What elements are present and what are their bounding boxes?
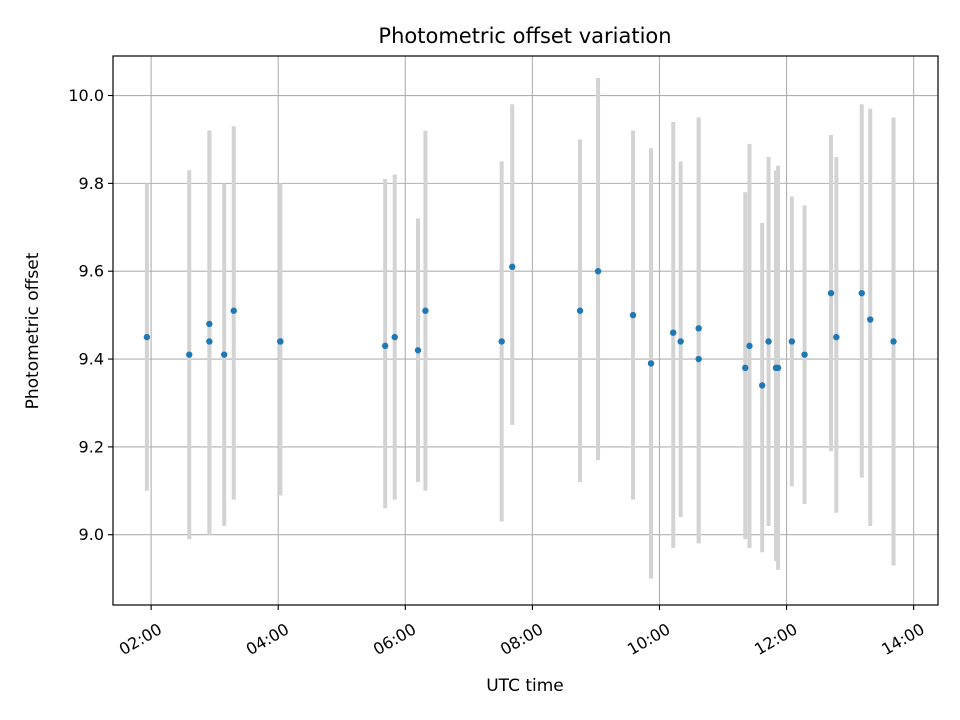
x-axis-title: UTC time [486, 676, 564, 696]
data-point [746, 342, 753, 350]
y-tick-label: 9.6 [79, 262, 104, 281]
y-axis-title: Photometric offset [23, 252, 43, 409]
plot-frame [112, 55, 939, 606]
data-point [801, 351, 808, 358]
data-point [890, 338, 897, 345]
y-tick-label: 9.4 [79, 350, 104, 369]
data-point [758, 382, 766, 389]
y-tick-label: 9.8 [79, 174, 104, 193]
x-tick-label: 12:00 [751, 619, 800, 659]
y-tick-label: 9.2 [79, 437, 104, 456]
y-axis: 9.0 9.2 9.4 9.6 9.8 10.0 [68, 86, 113, 544]
data-point [186, 351, 193, 358]
data-point [765, 338, 772, 345]
x-tick-label: 08:00 [497, 619, 546, 659]
data-point [509, 263, 516, 271]
data-point [677, 338, 684, 345]
x-axis: 02:00 04:00 06:00 08:00 10:00 12:00 14:00 [116, 605, 928, 659]
x-tick-label: 02:00 [116, 619, 165, 659]
grid-lines [113, 56, 938, 605]
plot-area [113, 56, 938, 605]
chart-title: Photometric offset variation [378, 24, 671, 48]
data-point [498, 338, 505, 345]
data-point [647, 360, 655, 367]
data-point [695, 355, 702, 363]
data-point [381, 342, 389, 350]
x-tick-label: 04:00 [243, 619, 292, 659]
data-point [277, 338, 284, 345]
data-point [742, 364, 749, 372]
data-point [206, 320, 213, 328]
data-point [221, 351, 228, 358]
x-tick-label: 06:00 [370, 619, 419, 659]
data-points [143, 263, 897, 389]
data-point [670, 329, 677, 336]
x-tick-label: 14:00 [878, 619, 927, 659]
data-point [858, 289, 865, 297]
data-point [774, 364, 782, 372]
data-point [576, 307, 584, 314]
data-point [827, 289, 835, 297]
data-point [143, 333, 151, 341]
y-tick-label: 10.0 [68, 86, 104, 105]
data-point [833, 333, 840, 341]
data-point [594, 268, 602, 275]
data-point [695, 325, 702, 332]
y-tick-label: 9.0 [79, 525, 104, 544]
data-point [414, 347, 422, 354]
x-tick-label: 10:00 [624, 619, 673, 659]
data-point [230, 307, 237, 314]
data-point [788, 338, 796, 345]
data-point [422, 307, 429, 314]
data-point [391, 333, 398, 341]
data-point [206, 338, 213, 345]
data-point [867, 316, 874, 323]
data-point [629, 311, 637, 319]
